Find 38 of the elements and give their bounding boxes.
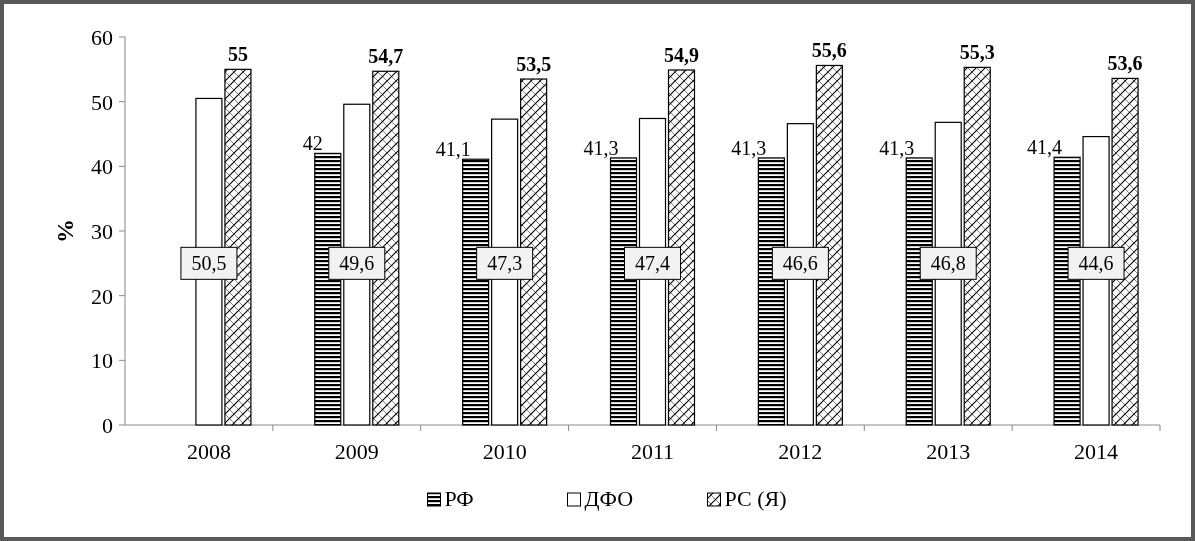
legend-label: ДФО [584, 486, 634, 511]
data-label: 54,9 [664, 43, 699, 66]
legend-label: РФ [444, 486, 474, 511]
y-tick-label: 10 [91, 348, 113, 374]
data-label: 53,5 [516, 53, 552, 76]
y-tick-label: 20 [91, 283, 113, 309]
data-label: 41,4 [1027, 136, 1063, 159]
data-label: 50,5 [191, 252, 227, 275]
data-label: 41,3 [879, 136, 915, 159]
data-label: 55,3 [959, 41, 995, 64]
x-tick-label: 2014 [1074, 439, 1119, 464]
data-label: 46,6 [782, 252, 818, 275]
data-label: 41,3 [583, 136, 619, 159]
data-label: 54,7 [368, 45, 404, 68]
data-label: 47,3 [487, 252, 523, 275]
data-label: 46,8 [930, 252, 966, 275]
legend-label: РС (Я) [724, 486, 787, 511]
y-tick-label: 0 [102, 413, 113, 438]
x-tick-label: 2013 [926, 439, 971, 464]
y-tick-label: 30 [91, 219, 113, 244]
data-label: 44,6 [1078, 252, 1114, 275]
x-tick-label: 2011 [630, 439, 675, 464]
y-tick-label: 40 [91, 154, 113, 180]
data-label: 41,3 [731, 136, 767, 159]
data-label: 53,6 [1107, 52, 1143, 75]
x-tick-label: 2008 [186, 439, 231, 464]
data-label: 49,6 [339, 252, 375, 275]
data-label: 55 [227, 43, 248, 66]
y-tick-label: 50 [91, 89, 113, 115]
data-label: 41,1 [435, 138, 471, 161]
y-tick-label: 60 [91, 25, 113, 50]
data-label: 42 [302, 132, 323, 155]
data-label: 47,4 [635, 252, 670, 275]
y-axis-title: % [52, 219, 78, 243]
x-tick-label: 2009 [334, 439, 379, 464]
x-tick-label: 2010 [482, 439, 527, 464]
x-tick-label: 2012 [778, 439, 823, 464]
data-label: 55,6 [811, 39, 847, 62]
